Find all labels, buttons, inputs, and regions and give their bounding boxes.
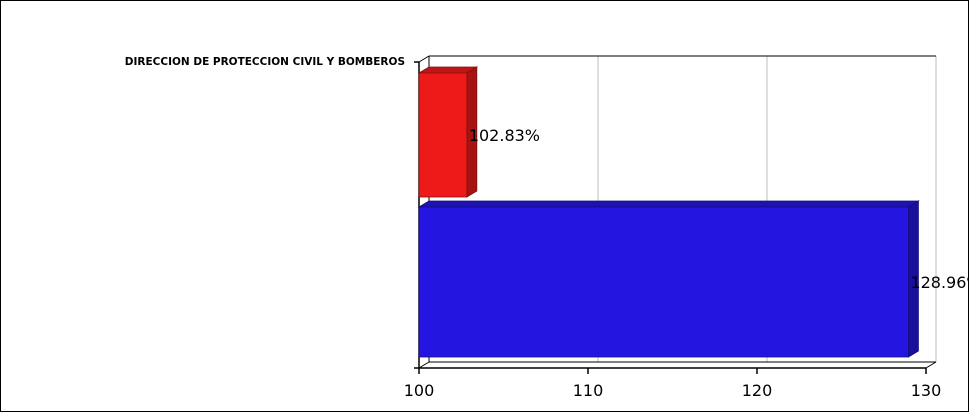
x-tick-label: 120 — [742, 381, 773, 400]
depth-edge — [418, 55, 430, 63]
x-tick-label: 100 — [404, 381, 435, 400]
x-tick-label: 130 — [911, 381, 942, 400]
data-labels: 102.83% 128.96% — [469, 126, 968, 292]
x-tick-label: 110 — [573, 381, 604, 400]
data-label: 128.96% — [910, 273, 968, 292]
data-label: 102.83% — [469, 126, 540, 145]
depth-edge — [925, 361, 937, 369]
depth-edge — [418, 361, 430, 369]
bar — [418, 206, 909, 358]
bars — [417, 66, 920, 358]
category-label: DIRECCION DE PROTECCION CIVIL Y BOMBEROS — [125, 56, 405, 68]
x-tick-labels: 100 110 120 130 — [404, 381, 942, 400]
bar — [418, 72, 468, 198]
bar-top-face — [417, 200, 920, 208]
